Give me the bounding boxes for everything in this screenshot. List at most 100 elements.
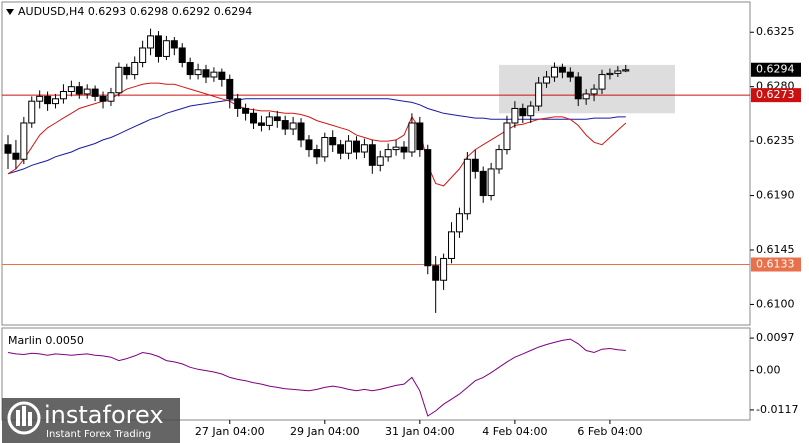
candle-body [582,93,590,100]
candle-body [376,156,384,166]
candle-body [289,122,297,130]
candle-body [170,40,178,49]
candle-body [416,122,424,151]
candle-body [234,98,242,109]
candle-body [154,35,162,57]
indicator-y-tick-label: -0.0117 [756,403,798,416]
y-tick-label: 0.6100 [756,297,795,310]
x-tick-label: 29 Jan 04:00 [290,425,360,438]
candle-body [131,61,139,76]
candle-body [329,136,337,146]
candle-body [139,47,147,63]
price-box-label: 0.6133 [756,258,795,271]
indicator-y-tick-label: 0.0097 [756,331,795,344]
candle-body [598,74,606,90]
logo-bar [28,412,32,426]
candle-body [527,105,535,117]
y-tick-label: 0.6190 [756,189,795,202]
candle-body [242,107,250,114]
candle-body [52,98,60,105]
candle-body [337,144,345,154]
candle-body [321,136,329,158]
candle-body [83,88,91,95]
candle-body [123,66,131,76]
chart-title: AUDUSD,H4 0.6293 0.6298 0.6292 0.6294 [18,5,252,18]
price-box [751,88,801,103]
candle-body [210,71,218,78]
menu-triangle [6,9,14,15]
x-tick-label: 6 Feb 04:00 [577,425,642,438]
candle-body [281,120,289,130]
candle-body [622,69,630,72]
candle-body [305,139,313,151]
main-panel [1,1,751,326]
candle-body [273,116,281,122]
candle-body [345,140,353,154]
candle-body [36,95,44,102]
candle-body [202,69,210,78]
candle-body [503,122,511,151]
watermark-brand: instaforex [44,401,164,429]
candle-body [265,116,273,126]
candle-body [448,231,456,259]
watermark: instaforex Instant Forex Trading [2,398,180,443]
candle-body [471,158,479,172]
indicator-panel [1,327,751,421]
candle-body [463,158,471,215]
candle-body [115,66,123,94]
candle-body [4,144,12,154]
candle-body [44,95,52,105]
candle-body [400,146,408,153]
candle-body [614,70,622,74]
price-box [751,62,801,77]
candle-body [313,149,321,158]
logo-bar [22,406,26,426]
candle-body [99,95,107,102]
candle-body [574,76,582,100]
candle-body [226,78,234,100]
candle-body [12,152,20,160]
candle-body [178,47,186,63]
price-box-label: 0.6294 [756,63,795,76]
candle-body [424,149,432,267]
candle-body [107,92,115,102]
candle-body [550,66,558,78]
candle-body [535,82,543,107]
x-tick-label: 4 Feb 04:00 [482,425,547,438]
candle-body [28,100,36,124]
candle-body [606,72,614,76]
x-tick-label: 31 Jan 04:00 [385,425,455,438]
candle-body [455,213,463,233]
candle-body [186,61,194,76]
candle-body [67,86,75,93]
candle-body [20,122,28,160]
candle-body [392,146,400,151]
candle-body [75,86,83,95]
candle-body [558,66,566,73]
candle-body [147,35,155,49]
candle-body [352,140,360,153]
logo-bar [16,410,20,426]
candle-body [479,170,487,197]
watermark-tagline: Instant Forex Trading [46,429,151,440]
candle-body [511,107,519,124]
indicator-y-tick-label: 0.00 [756,364,781,377]
y-tick-label: 0.6145 [756,243,795,256]
candle-body [91,88,99,97]
plot-layer: 0.63250.62800.62350.61900.61450.61000.62… [2,25,801,438]
candle-body [495,149,503,170]
y-tick-label: 0.6325 [756,25,795,38]
candle-body [432,265,440,281]
candle-body [360,144,368,153]
indicator-line [7,338,626,417]
candle-body [368,144,376,166]
candle-body [218,71,226,80]
range-zone [499,64,675,114]
candle-body [440,257,448,281]
y-tick-label: 0.6235 [756,134,795,147]
candle-body [384,149,392,158]
logo-ring [7,401,41,435]
candle-body [250,112,258,124]
candle-body [543,76,551,84]
